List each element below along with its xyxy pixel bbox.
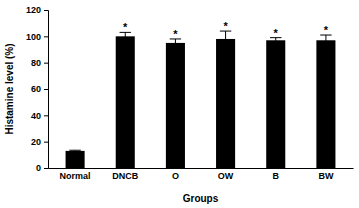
y-tick-mark	[44, 63, 48, 64]
y-axis: 0 20 40 60 80 100 120	[26, 5, 49, 173]
x-tick: DNCB	[112, 168, 138, 181]
y-tick-mark	[44, 115, 48, 116]
error-line	[125, 32, 126, 40]
annotation: *	[173, 28, 178, 40]
error-bar	[69, 150, 80, 151]
x-axis-title: Groups	[183, 193, 219, 204]
y-tick: 80	[31, 58, 48, 68]
bar	[66, 151, 85, 168]
y-tick-label: 60	[31, 84, 41, 94]
x-tick-label: O	[172, 171, 179, 181]
x-tick: BW	[318, 168, 333, 181]
y-tick-label: 100	[26, 32, 41, 42]
y-tick-mark	[44, 10, 48, 11]
error-bar	[220, 31, 231, 47]
y-tick-label: 0	[36, 163, 41, 173]
x-tick-label: BW	[318, 171, 333, 181]
x-tick: O	[172, 168, 179, 181]
error-line	[225, 31, 226, 47]
y-tick: 120	[26, 5, 48, 15]
x-tick: Normal	[60, 168, 91, 181]
y-tick: 40	[31, 111, 48, 121]
x-axis-line	[49, 168, 354, 169]
error-bar	[170, 39, 181, 47]
y-tick: 100	[26, 32, 48, 42]
bar	[116, 36, 135, 168]
x-tick-label: B	[272, 171, 279, 181]
y-tick-label: 80	[31, 58, 41, 68]
y-tick-label: 120	[26, 5, 41, 15]
y-tick-mark	[44, 36, 48, 37]
y-tick-mark	[44, 89, 48, 90]
annotation: *	[123, 21, 128, 33]
y-tick-label: 40	[31, 111, 41, 121]
plot: 0 20 40 60 80 100 120 Normal DNCB O OW B BW * * * * *	[26, 5, 354, 181]
chart: 0 20 40 60 80 100 120 Normal DNCB O OW B BW * * * * * Grou…	[0, 0, 359, 208]
x-axis: Normal DNCB O OW B BW	[49, 168, 354, 181]
y-tick: 60	[31, 84, 48, 94]
bar	[316, 40, 335, 168]
y-tick-mark	[44, 142, 48, 143]
y-axis-line	[44, 11, 49, 169]
y-axis-title: Histamine level (%)	[4, 43, 15, 134]
y-tick: 20	[31, 137, 48, 147]
bars	[66, 31, 336, 168]
error-line	[325, 35, 326, 46]
error-line	[175, 39, 176, 47]
bar	[166, 43, 185, 168]
x-tick: B	[272, 168, 279, 181]
x-tick-label: DNCB	[112, 171, 138, 181]
x-tick-label: OW	[218, 171, 234, 181]
annotation: *	[223, 20, 228, 32]
x-tick-label: Normal	[60, 171, 91, 181]
y-tick-mark	[44, 168, 48, 169]
y-tick-label: 20	[31, 137, 41, 147]
error-bar	[120, 32, 131, 40]
error-bar	[320, 35, 331, 46]
bar	[266, 40, 285, 168]
x-tick: OW	[218, 168, 234, 181]
error-cap	[69, 150, 80, 151]
bar	[216, 39, 235, 168]
annotation: *	[324, 24, 329, 36]
annotations: * * * * *	[123, 20, 329, 40]
y-tick: 0	[36, 163, 48, 173]
annotation: *	[274, 27, 279, 39]
